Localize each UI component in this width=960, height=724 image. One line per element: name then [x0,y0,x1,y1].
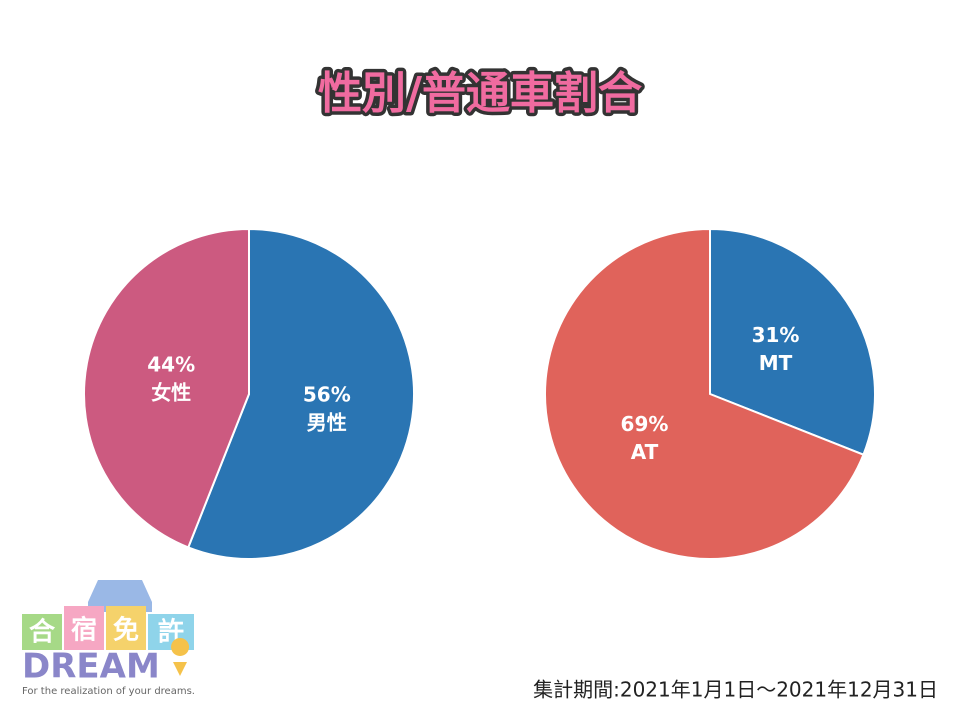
slice-value-label: 69% [621,412,669,436]
slice-value-label: 31% [752,323,800,347]
logo-char: 合 [29,617,56,648]
logo-tagline: For the realization of your dreams. [22,686,195,697]
slice-category-label: 女性 [151,381,191,405]
pie-slice [709,227,876,457]
slice-category-label: AT [631,440,659,464]
logo-car [88,580,152,612]
logo-char: 免 [113,615,139,646]
page-title: 性別/普通車割合 [318,68,642,119]
slice-value-label: 44% [147,353,195,377]
logo-char: 宿 [71,615,97,646]
logo-tile [22,614,62,650]
pie-slice [186,227,415,560]
period-note: 集計期間:2021年1月1日〜2021年12月31日 [533,678,938,702]
logo-tile [64,606,104,650]
slice-category-label: 男性 [307,410,347,434]
logo-tile [106,606,146,650]
slice-value-label: 56% [303,382,351,406]
logo-brand: DREAM [22,647,160,687]
logo: 合 宿 免 許 DREAM For the realization of you… [22,580,195,697]
pie-slice [83,227,250,549]
logo-pin [171,638,190,676]
pie-slice [544,227,865,560]
slice-category-label: MT [759,351,793,375]
